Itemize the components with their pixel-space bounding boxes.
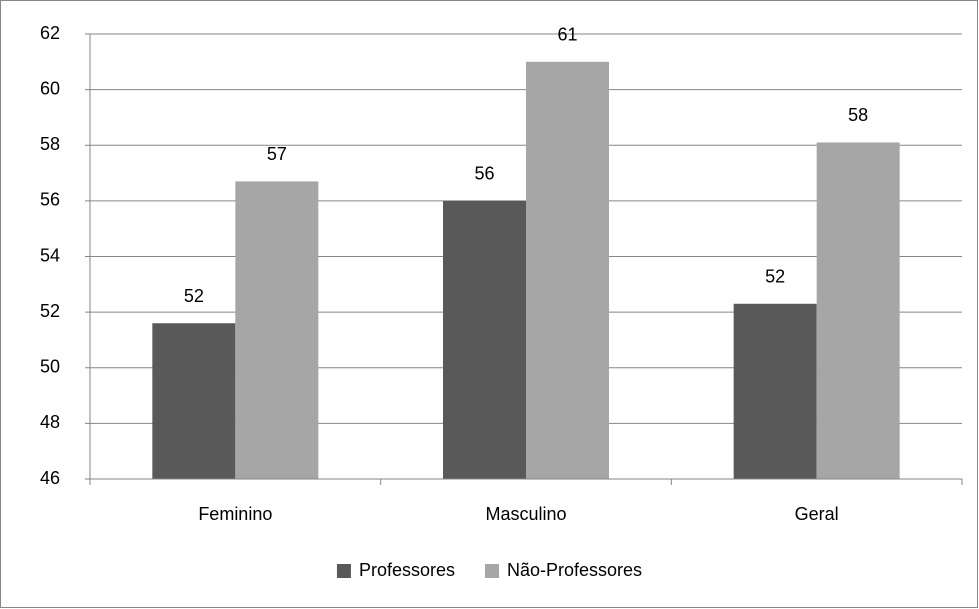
- y-tick-label: 58: [40, 134, 60, 154]
- y-tick-label: 56: [40, 190, 60, 210]
- y-tick-label: 62: [40, 23, 60, 43]
- y-tick-label: 50: [40, 357, 60, 377]
- bar: [816, 142, 900, 479]
- legend-label: Professores: [359, 560, 455, 580]
- y-tick-label: 46: [40, 468, 60, 488]
- y-tick-label: 52: [40, 301, 60, 321]
- bar: [526, 61, 609, 479]
- value-label: 57: [267, 144, 287, 164]
- value-label: 52: [184, 286, 204, 306]
- x-tick-label: Masculino: [485, 504, 566, 524]
- x-tick-label: Geral: [795, 504, 839, 524]
- bar: [152, 323, 236, 479]
- y-tick-label: 60: [40, 78, 60, 98]
- x-tick-label: Feminino: [198, 504, 272, 524]
- bar: [733, 303, 817, 479]
- legend-label: Não-Professores: [507, 560, 642, 580]
- legend-swatch: [484, 564, 499, 578]
- bar: [235, 181, 319, 479]
- value-label: 56: [474, 164, 494, 184]
- value-label: 61: [557, 25, 577, 45]
- value-label: 58: [848, 105, 868, 125]
- value-label: 52: [765, 267, 785, 287]
- y-tick-label: 54: [40, 245, 60, 265]
- legend-swatch: [336, 564, 351, 578]
- y-tick-label: 48: [40, 412, 60, 432]
- bar: [443, 200, 526, 479]
